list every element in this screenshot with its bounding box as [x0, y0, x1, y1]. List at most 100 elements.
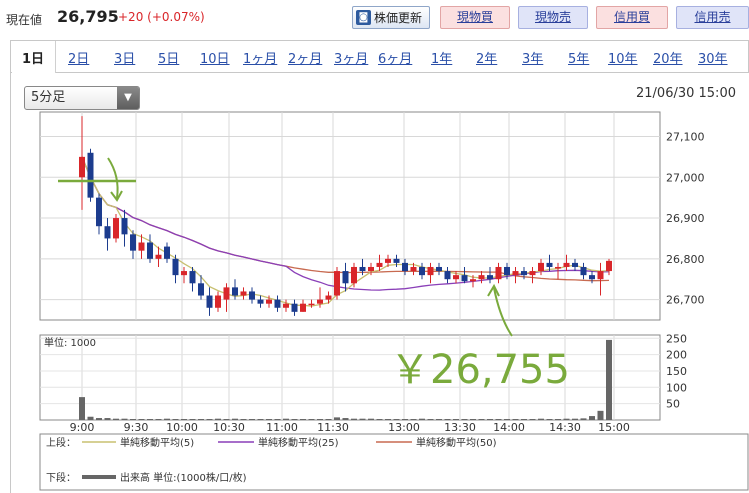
volume-bar — [325, 419, 332, 420]
volume-bar — [181, 419, 187, 420]
candle-body — [325, 295, 332, 300]
candle-body — [198, 283, 204, 296]
candle-body — [410, 266, 417, 272]
candle-body — [232, 287, 238, 296]
volume-plot-frame — [39, 334, 661, 421]
volume-bar — [606, 339, 612, 420]
chart-panel — [10, 72, 749, 493]
volume-bar — [461, 419, 468, 420]
tab-20year[interactable]: 20年 — [653, 52, 683, 67]
current-price-value: 26,795 — [57, 7, 119, 26]
refresh-button-label: 株価更新 — [374, 11, 423, 25]
candle-body — [606, 260, 612, 272]
x-tick-label: 15:00 — [598, 421, 630, 434]
x-tick-label: 11:30 — [317, 421, 349, 434]
legend-upper-label: 上段： — [46, 436, 76, 449]
volume-bar — [368, 418, 374, 420]
volume-bar — [521, 419, 527, 420]
refresh-price-button[interactable]: ◙ 株価更新 — [352, 6, 430, 29]
candle-body — [147, 242, 153, 259]
tab-10year[interactable]: 10年 — [608, 52, 638, 67]
volume-bar — [359, 418, 366, 420]
tab-6month[interactable]: 6ヶ月 — [378, 52, 413, 67]
candle-body — [138, 242, 145, 251]
volume-bar — [274, 419, 281, 420]
tab-30year[interactable]: 30年 — [698, 52, 728, 67]
volume-bar — [342, 418, 349, 420]
candle-body — [461, 275, 468, 282]
candle-body — [215, 295, 221, 308]
candle-body — [419, 266, 425, 276]
volume-bar — [155, 419, 162, 420]
x-tick-label: 13:30 — [444, 421, 476, 434]
volume-bar — [546, 419, 553, 420]
sell-spot-button[interactable]: 現物売 — [518, 6, 588, 29]
volume-bar — [257, 419, 264, 420]
volume-bar — [495, 419, 502, 420]
volume-bar — [453, 419, 459, 420]
price-plot-frame — [39, 111, 661, 321]
x-tick-label: 10:00 — [166, 421, 198, 434]
annotation-arrowhead-bottom — [487, 283, 500, 297]
tab-3year[interactable]: 3年 — [522, 52, 544, 67]
volume-bar — [385, 419, 391, 420]
candle-body — [317, 299, 323, 304]
buy-margin-button[interactable]: 信用買 — [596, 6, 668, 29]
tab-1day[interactable]: 1日 — [22, 52, 45, 67]
tab-1year[interactable]: 1年 — [431, 52, 453, 67]
volume-bar — [427, 419, 434, 420]
x-tick-label: 13:00 — [388, 421, 420, 434]
candle-body — [249, 291, 255, 300]
candle-body — [87, 152, 94, 198]
candle-body — [223, 287, 230, 300]
tab-2year[interactable]: 2年 — [476, 52, 498, 67]
x-tick-label: 10:30 — [213, 421, 245, 434]
tab-1month[interactable]: 1ヶ月 — [243, 52, 278, 67]
tab-2month[interactable]: 2ヶ月 — [288, 52, 323, 67]
legend-ma5-label: 単純移動平均(5) — [120, 436, 194, 449]
candle-body — [172, 258, 179, 276]
candle-body — [300, 303, 306, 312]
volume-bar — [410, 419, 417, 420]
tab-5day[interactable]: 5日 — [158, 52, 180, 67]
volume-bar — [172, 419, 179, 420]
candle-body — [96, 197, 102, 227]
x-tick-label: 9:00 — [70, 421, 95, 434]
interval-select[interactable]: 5分足 ▼ — [24, 86, 140, 110]
candle-body — [521, 271, 527, 276]
candle-body — [580, 266, 587, 276]
volume-bar — [96, 418, 102, 420]
annotation-arrow-top — [107, 157, 119, 199]
volume-bar — [529, 419, 536, 420]
volume-bar — [206, 419, 213, 420]
volume-bar — [504, 419, 510, 420]
tab-2day[interactable]: 2日 — [68, 52, 90, 67]
legend-ma25-label: 単純移動平均(25) — [258, 436, 339, 449]
volume-bar — [334, 417, 340, 420]
volume-y-tick-label: 150 — [666, 365, 687, 378]
volume-bar — [589, 416, 595, 420]
candle-body — [368, 266, 374, 272]
tab-3month[interactable]: 3ヶ月 — [334, 52, 369, 67]
tab-10day[interactable]: 10日 — [200, 52, 230, 67]
volume-bar — [563, 418, 570, 420]
candle-body — [206, 295, 213, 308]
candle-body — [376, 262, 383, 267]
volume-bar — [487, 419, 493, 420]
volume-bar — [147, 419, 153, 420]
candle-body — [529, 271, 536, 276]
sell-margin-button[interactable]: 信用売 — [676, 6, 749, 29]
price-change: +20 (+0.07%) — [118, 10, 205, 24]
volume-bar — [419, 418, 425, 420]
chevron-down-icon: ▼ — [117, 87, 139, 109]
buy-spot-button[interactable]: 現物買 — [440, 6, 510, 29]
candle-body — [495, 266, 502, 280]
volume-bar — [249, 419, 255, 420]
legend-box — [39, 433, 749, 491]
tab-3day[interactable]: 3日 — [114, 52, 136, 67]
candle-body — [597, 271, 604, 280]
volume-bar — [266, 419, 272, 420]
tab-5year[interactable]: 5年 — [568, 52, 590, 67]
x-tick-label: 14:30 — [549, 421, 581, 434]
volume-y-tick-label: 200 — [666, 349, 687, 362]
